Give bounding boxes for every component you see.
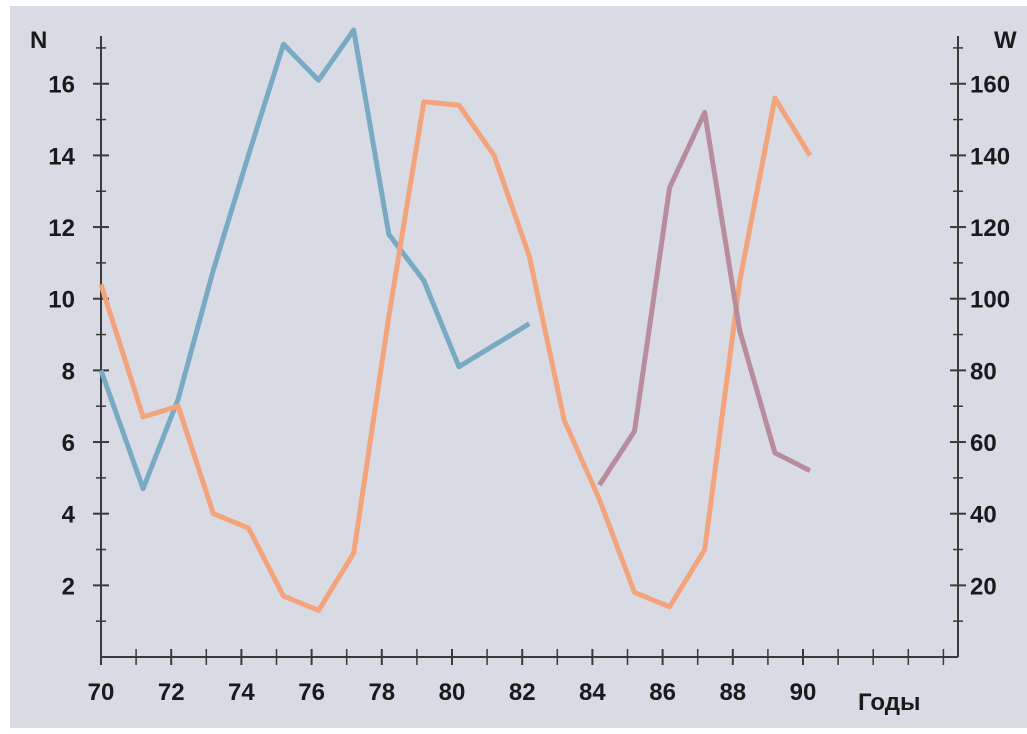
y-right-tick-label: 140 — [970, 143, 1010, 170]
y-right-tick-label: 60 — [970, 430, 997, 457]
x-tick-label: 76 — [298, 679, 325, 706]
y-right-tick-label: 160 — [970, 72, 1010, 99]
x-tick-label: 80 — [439, 679, 466, 706]
y-left-tick-label: 16 — [48, 72, 75, 99]
y-right-tick-label: 100 — [970, 287, 1010, 314]
y-axis-right-title: W — [994, 27, 1017, 54]
x-axis-title: Годы — [858, 689, 920, 716]
y-left-tick-label: 12 — [48, 215, 75, 242]
y-left-tick-label: 4 — [62, 502, 76, 529]
series-line-purple — [597, 109, 812, 487]
series-line-blue — [98, 27, 531, 492]
y-left-tick-label: 10 — [48, 287, 75, 314]
y-right-tick-label: 40 — [970, 502, 997, 529]
x-tick-label: 84 — [579, 679, 606, 706]
x-tick-label: 86 — [649, 679, 676, 706]
y-left-tick-label: 2 — [62, 573, 75, 600]
y-left-tick-label: 6 — [62, 430, 75, 457]
chart-panel-background — [10, 6, 1027, 728]
y-right-tick-label: 20 — [970, 573, 997, 600]
x-tick-label: 90 — [790, 679, 817, 706]
y-left-tick-label: 8 — [62, 358, 75, 385]
x-tick-label: 72 — [158, 679, 185, 706]
x-tick-label: 74 — [228, 679, 255, 706]
y-right-tick-label: 80 — [970, 358, 997, 385]
y-axis-left-title: N — [30, 27, 47, 54]
x-tick-label: 70 — [88, 679, 115, 706]
y-right-tick-label: 120 — [970, 215, 1010, 242]
axes: 70 72 74 76 78 80 82 84 86 88 90 2 4 6 8 10 12 14 16 20 40 60… — [48, 36, 1010, 706]
y-left-tick-label: 14 — [48, 143, 75, 170]
series-line-orange — [98, 95, 813, 613]
x-tick-label: 78 — [368, 679, 395, 706]
series-layer — [98, 27, 813, 613]
x-tick-label: 82 — [509, 679, 536, 706]
x-tick-label: 88 — [719, 679, 746, 706]
